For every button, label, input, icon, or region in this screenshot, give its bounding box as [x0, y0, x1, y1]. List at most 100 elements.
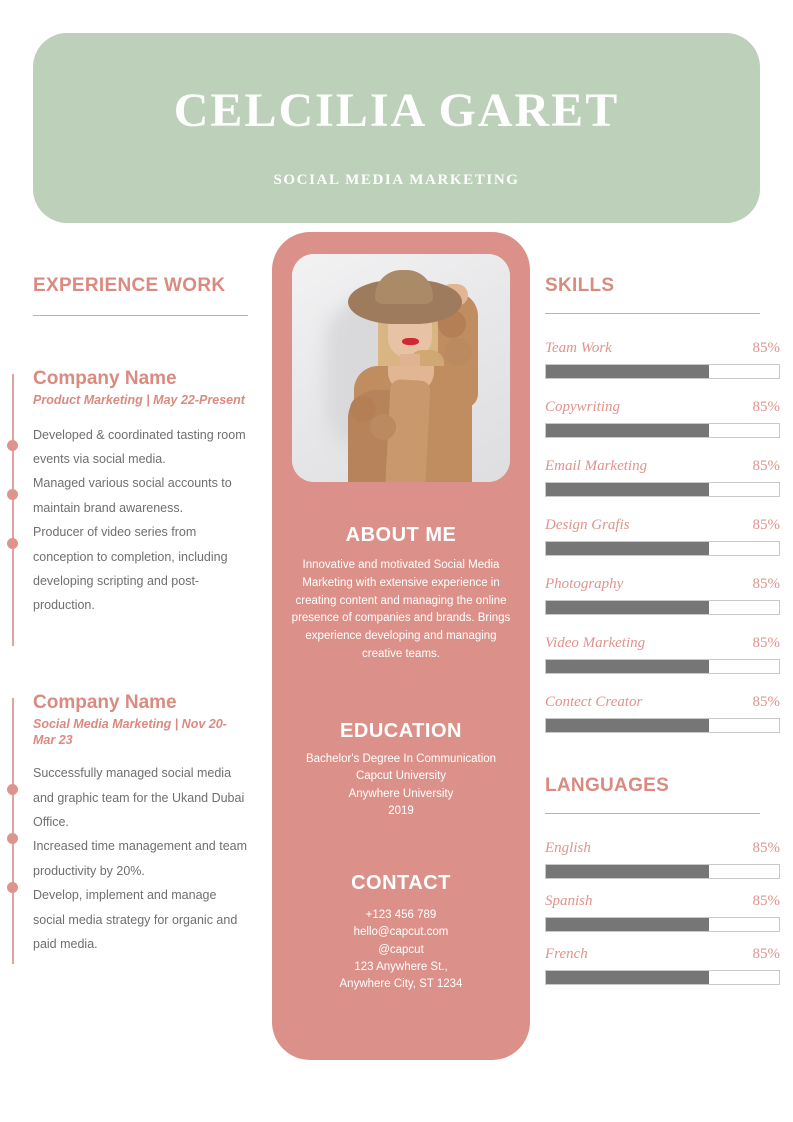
timeline-dot — [7, 881, 18, 893]
language-progress-fill — [546, 918, 710, 931]
education-heading: EDUCATION — [340, 720, 462, 742]
skill-row: Contect Creator 85% — [545, 694, 780, 733]
education-line: Bachelor's Degree In Communication — [305, 753, 497, 765]
skill-row: Video Marketing 85% — [545, 635, 780, 674]
languages-divider — [545, 813, 760, 814]
skill-progress-track — [545, 423, 780, 438]
language-percent: 85% — [752, 840, 781, 856]
list-item: Managed various social accounts to maint… — [33, 476, 232, 515]
skill-row: Copywriting 85% — [545, 399, 780, 438]
skill-percent: 85% — [752, 458, 781, 474]
skill-progress-track — [545, 364, 780, 379]
avatar — [292, 254, 510, 482]
experience-heading: EXPERIENCE WORK — [33, 275, 226, 296]
skill-label: Contect Creator — [545, 694, 643, 710]
skills-column: SKILLS Team Work 85% Copywriting 85% Ema… — [535, 275, 793, 985]
language-label: French — [545, 946, 588, 962]
skill-row: Design Grafis 85% — [545, 517, 780, 556]
education-line: Capcut University — [355, 770, 447, 783]
language-progress-track — [545, 970, 780, 985]
language-row: Spanish 85% — [545, 893, 780, 932]
list-item: Successfully managed social media and gr… — [33, 766, 245, 830]
language-progress-track — [545, 917, 780, 932]
skill-progress-track — [545, 482, 780, 497]
language-progress-fill — [546, 865, 710, 878]
language-percent: 85% — [752, 946, 781, 962]
timeline-dot — [7, 440, 18, 451]
skill-label: Design Grafis — [545, 517, 630, 533]
contact-section: CONTACT +123 456 789 hello@capcut.com @c… — [272, 872, 530, 993]
profile-panel: ABOUT ME Innovative and motivated Social… — [272, 232, 530, 1060]
skill-row: Team Work 85% — [545, 340, 780, 379]
skill-progress-fill — [546, 719, 710, 732]
skill-percent: 85% — [752, 694, 781, 710]
skill-label: Video Marketing — [545, 635, 646, 651]
skill-progress-fill — [546, 483, 710, 496]
language-percent: 85% — [752, 893, 781, 909]
skill-percent: 85% — [752, 635, 781, 651]
company-name: Company Name — [33, 691, 177, 713]
languages-heading: LANGUAGES — [545, 775, 670, 796]
page-title: CELCILIA GARET — [173, 84, 620, 138]
list-item: Increased time management and team produ… — [33, 839, 248, 878]
skill-percent: 85% — [752, 399, 781, 415]
skill-label: Copywriting — [545, 399, 621, 415]
language-progress-fill — [546, 971, 710, 984]
contact-phone[interactable]: +123 456 789 — [365, 909, 437, 921]
skill-progress-fill — [546, 601, 710, 614]
about-text: Innovative and motivated Social Media Ma… — [291, 559, 511, 661]
contact-address-line: Anywhere City, ST 1234 — [339, 978, 463, 990]
education-section: EDUCATION Bachelor's Degree In Communica… — [272, 720, 530, 820]
skill-percent: 85% — [752, 576, 781, 592]
skill-row: Email Marketing 85% — [545, 458, 780, 497]
experience-divider — [33, 315, 248, 316]
skill-progress-track — [545, 718, 780, 733]
timeline-dot — [7, 489, 18, 500]
skill-progress-track — [545, 659, 780, 674]
language-progress-track — [545, 864, 780, 879]
job-bullet-list: Developed & coordinated tasting room eve… — [0, 423, 262, 618]
skill-progress-fill — [546, 660, 710, 673]
timeline-dot — [7, 832, 18, 844]
language-label: English — [545, 840, 591, 856]
company-name: Company Name — [33, 368, 177, 389]
skill-progress-fill — [546, 365, 710, 378]
job-meta: Social Media Marketing | Nov 20-Mar 23 — [33, 716, 227, 748]
language-row: French 85% — [545, 946, 780, 985]
skill-row: Photography 85% — [545, 576, 780, 615]
job-meta: Product Marketing | May 22-Present — [33, 392, 245, 407]
list-item: Develop, implement and manage social med… — [33, 888, 238, 951]
skill-progress-fill — [546, 542, 710, 555]
experience-entry: Company Name Social Media Marketing | No… — [0, 691, 262, 964]
about-heading: ABOUT ME — [345, 524, 457, 546]
education-line: Anywhere University — [348, 787, 454, 800]
timeline-line — [12, 697, 14, 964]
job-bullet-list: Successfully managed social media and gr… — [0, 761, 262, 956]
skill-label: Photography — [545, 576, 624, 592]
skill-percent: 85% — [752, 340, 781, 356]
language-label: Spanish — [545, 893, 593, 909]
portrait-photo — [292, 254, 510, 482]
list-item: Producer of video series from conception… — [33, 525, 228, 613]
experience-column: EXPERIENCE WORK Company Name Product Mar… — [0, 275, 262, 964]
list-item: Developed & coordinated tasting room eve… — [33, 427, 246, 467]
header-banner: CELCILIA GARET SOCIAL MEDIA MARKETING — [33, 33, 760, 223]
about-section: ABOUT ME Innovative and motivated Social… — [272, 524, 530, 664]
contact-email[interactable]: hello@capcut.com — [353, 926, 449, 939]
timeline-dot — [7, 538, 18, 549]
skills-divider — [545, 313, 760, 314]
contact-address-line: 123 Anywhere St., — [354, 960, 448, 973]
skill-progress-track — [545, 600, 780, 615]
timeline-line — [12, 374, 14, 646]
header-subtitle: SOCIAL MEDIA MARKETING — [273, 171, 520, 188]
skills-heading: SKILLS — [545, 275, 615, 296]
skill-label: Team Work — [545, 340, 612, 356]
skill-label: Email Marketing — [545, 458, 648, 474]
contact-handle[interactable]: @capcut — [378, 943, 424, 956]
skill-progress-fill — [546, 424, 710, 437]
skill-progress-track — [545, 541, 780, 556]
language-row: English 85% — [545, 840, 780, 879]
education-line: 2019 — [388, 804, 414, 817]
timeline-dot — [7, 783, 18, 795]
contact-heading: CONTACT — [351, 872, 451, 894]
